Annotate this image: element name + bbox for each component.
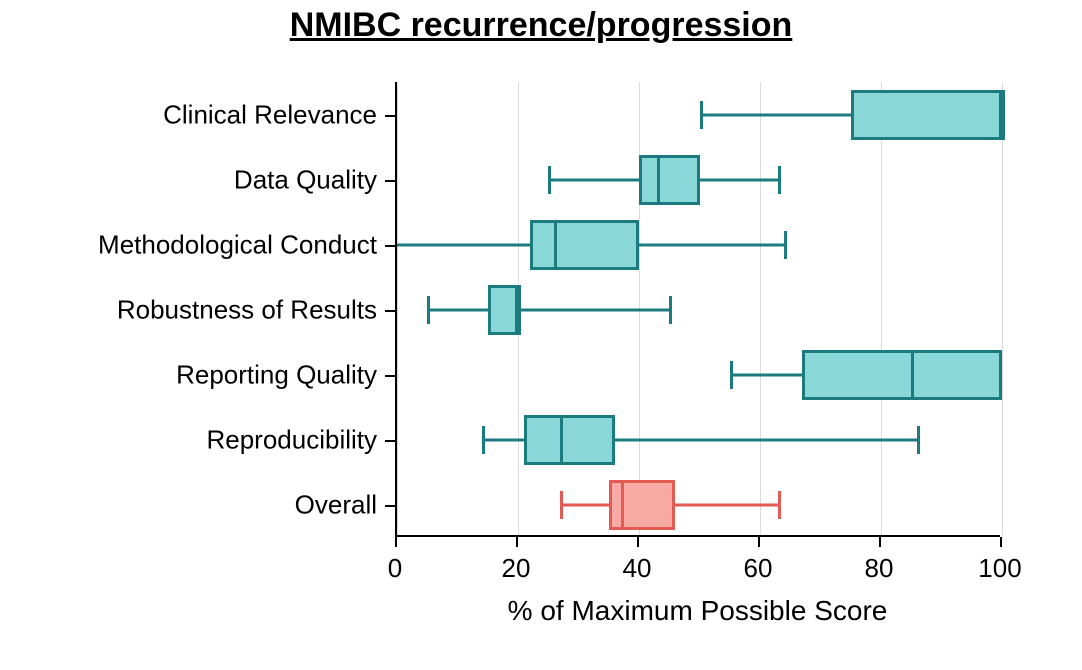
category-label: Reproducibility — [206, 424, 377, 455]
whisker-cap-max — [778, 491, 781, 519]
y-tick-mark — [385, 115, 395, 117]
x-tick-label: 20 — [502, 553, 531, 584]
x-tick-label: 60 — [744, 553, 773, 584]
category-label: Reporting Quality — [176, 359, 377, 390]
y-tick-mark — [385, 245, 395, 247]
x-tick-label: 0 — [388, 553, 402, 584]
whisker-cap-min — [560, 491, 563, 519]
x-axis-label: % of Maximum Possible Score — [395, 595, 1000, 627]
x-tick-mark — [879, 537, 881, 547]
category-label: Overall — [295, 489, 377, 520]
chart-title: NMIBC recurrence/progression — [0, 6, 1082, 45]
x-tick-mark — [1000, 537, 1002, 547]
x-tick-mark — [516, 537, 518, 547]
median-line — [621, 480, 624, 530]
box-group — [397, 82, 1000, 535]
y-tick-mark — [385, 310, 395, 312]
y-tick-mark — [385, 505, 395, 507]
y-tick-mark — [385, 440, 395, 442]
y-tick-mark — [385, 180, 395, 182]
median-line — [1002, 90, 1005, 140]
x-tick-mark — [637, 537, 639, 547]
category-label: Robustness of Results — [117, 294, 377, 325]
category-label: Methodological Conduct — [98, 229, 377, 260]
plot-area — [395, 82, 1000, 537]
y-tick-mark — [385, 375, 395, 377]
x-tick-label: 100 — [978, 553, 1021, 584]
box-rect — [609, 480, 676, 530]
gridline — [1002, 82, 1003, 535]
boxplot-chart: NMIBC recurrence/progression % of Maximu… — [0, 0, 1082, 670]
category-label: Data Quality — [234, 164, 377, 195]
x-tick-label: 40 — [623, 553, 652, 584]
x-tick-mark — [758, 537, 760, 547]
x-tick-mark — [395, 537, 397, 547]
x-tick-label: 80 — [865, 553, 894, 584]
category-label: Clinical Relevance — [163, 99, 377, 130]
